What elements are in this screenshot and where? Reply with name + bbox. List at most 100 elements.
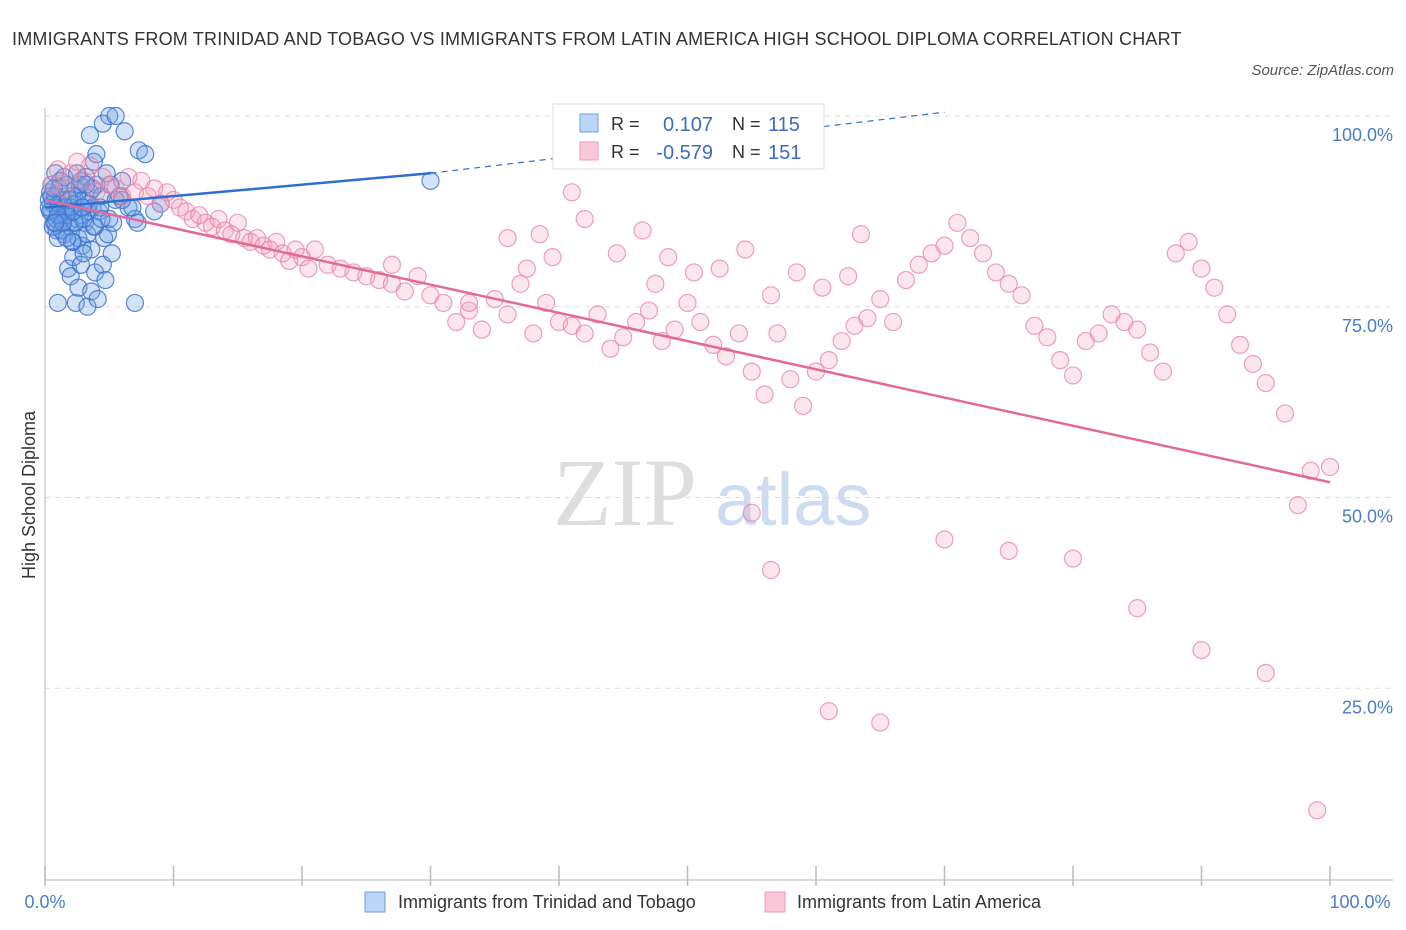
series-latin-america-points [42,152,1340,820]
data-point-latin-america [543,248,562,267]
legend-swatch-trinidad [364,891,386,913]
data-point-latin-america [935,236,954,255]
legend-n-label-1: N = [732,114,761,134]
data-point-trinidad [66,293,85,313]
data-point-latin-america [1243,354,1263,374]
data-point-latin-america [787,263,806,282]
data-point-latin-america [1025,316,1044,335]
x-ticks [44,866,1331,886]
data-point-latin-america [871,290,890,309]
data-point-latin-america [614,328,633,347]
y-tick-label: 100.0% [1332,125,1393,145]
data-point-latin-america [781,370,800,389]
data-point-latin-america [1063,366,1083,385]
legend-r-value-1: 0.107 [663,114,713,136]
data-point-trinidad [64,248,83,267]
data-point-latin-america [80,156,100,175]
data-point-latin-america [1012,286,1031,305]
data-point-latin-america [1218,305,1237,324]
data-point-trinidad [78,297,97,316]
y-axis-title: High School Diploma [19,410,39,579]
data-point-latin-america [858,309,877,328]
legend-n-label-2: N = [732,142,761,162]
data-point-latin-america [839,267,858,286]
data-point-latin-america [794,396,813,416]
y-tick-label: 50.0% [1342,507,1393,527]
legend-r-value-2: -0.579 [656,142,713,164]
data-point-latin-america [819,702,838,721]
data-point-trinidad [82,282,101,301]
data-point-latin-america [973,244,993,263]
data-point-latin-america [639,301,659,320]
data-point-trinidad [80,125,100,145]
correlation-legend: R = 0.107 N = 115 R = -0.579 N = 151 [552,103,825,170]
data-point-latin-america [961,228,980,248]
data-point-latin-america [665,320,684,339]
data-point-latin-america [575,209,594,229]
data-point-trinidad [115,122,134,141]
data-point-trinidad [71,255,91,274]
data-point-latin-america [1063,549,1083,568]
y-tick-labels: 25.0% 50.0% 75.0% 100.0% [1332,125,1393,717]
data-point-latin-america [607,244,626,263]
data-point-trinidad [421,171,440,190]
data-point-latin-america [761,560,781,580]
data-point-latin-america [498,305,517,324]
data-point-latin-america [659,248,678,267]
legend-n-value-1: 115 [768,114,800,136]
source-label: Source: ZipAtlas.com [1251,62,1394,79]
data-point-latin-america [851,225,871,244]
data-point-trinidad [102,244,121,263]
data-point-latin-america [832,331,851,351]
data-point-latin-america [633,221,652,240]
data-point-latin-america [1128,320,1147,339]
data-point-latin-america [537,293,556,313]
data-point-latin-america [472,320,491,339]
data-point-latin-america [1179,232,1198,251]
data-point-latin-america [1089,324,1108,343]
zipatlas-watermark: ZIP atlas [553,439,871,546]
legend-label-trinidad: Immigrants from Trinidad and Tobago [398,892,696,912]
data-point-trinidad [106,106,125,126]
data-point-latin-america [1288,496,1307,515]
data-point-latin-america [1153,362,1173,381]
data-point-latin-america [524,324,543,343]
data-point-latin-america [710,259,729,278]
data-point-latin-america [1166,244,1185,263]
data-point-latin-america [459,301,479,320]
data-point-latin-america [678,293,697,313]
data-point-trinidad [125,293,145,313]
y-tick-label: 75.0% [1342,316,1393,336]
chart-title: IMMIGRANTS FROM TRINIDAD AND TOBAGO VS I… [12,29,1182,49]
data-point-latin-america [1256,663,1275,683]
data-point-latin-america [1205,278,1224,297]
data-point-latin-america [1192,259,1211,278]
data-point-trinidad [87,145,106,164]
data-point-latin-america [498,228,517,248]
data-point-latin-america [909,255,928,274]
data-point-latin-america [209,209,228,229]
legend-r-label-1: R = [611,114,640,134]
data-point-latin-america [691,312,710,332]
data-point-trinidad [100,106,119,126]
trend-line-latin-america [44,198,1331,484]
data-point-trinidad [86,263,105,282]
data-point-latin-america [986,263,1006,282]
data-point-latin-america [1128,599,1147,618]
legend-r-label-2: R = [611,142,640,162]
legend-swatch-latin-america [764,891,786,913]
data-point-latin-america [1275,404,1295,423]
data-point-latin-america [1320,457,1340,477]
data-point-trinidad [136,145,155,164]
data-point-latin-america [1308,801,1327,820]
data-point-latin-america [1140,343,1160,362]
series-legend: Immigrants from Trinidad and Tobago Immi… [364,891,1042,913]
data-point-latin-america [447,312,466,332]
data-point-latin-america [305,240,324,259]
data-point-latin-america [742,362,761,381]
data-point-latin-america [935,530,954,549]
data-point-latin-america [1256,373,1275,393]
data-point-latin-america [716,347,736,366]
data-point-latin-america [601,339,620,358]
